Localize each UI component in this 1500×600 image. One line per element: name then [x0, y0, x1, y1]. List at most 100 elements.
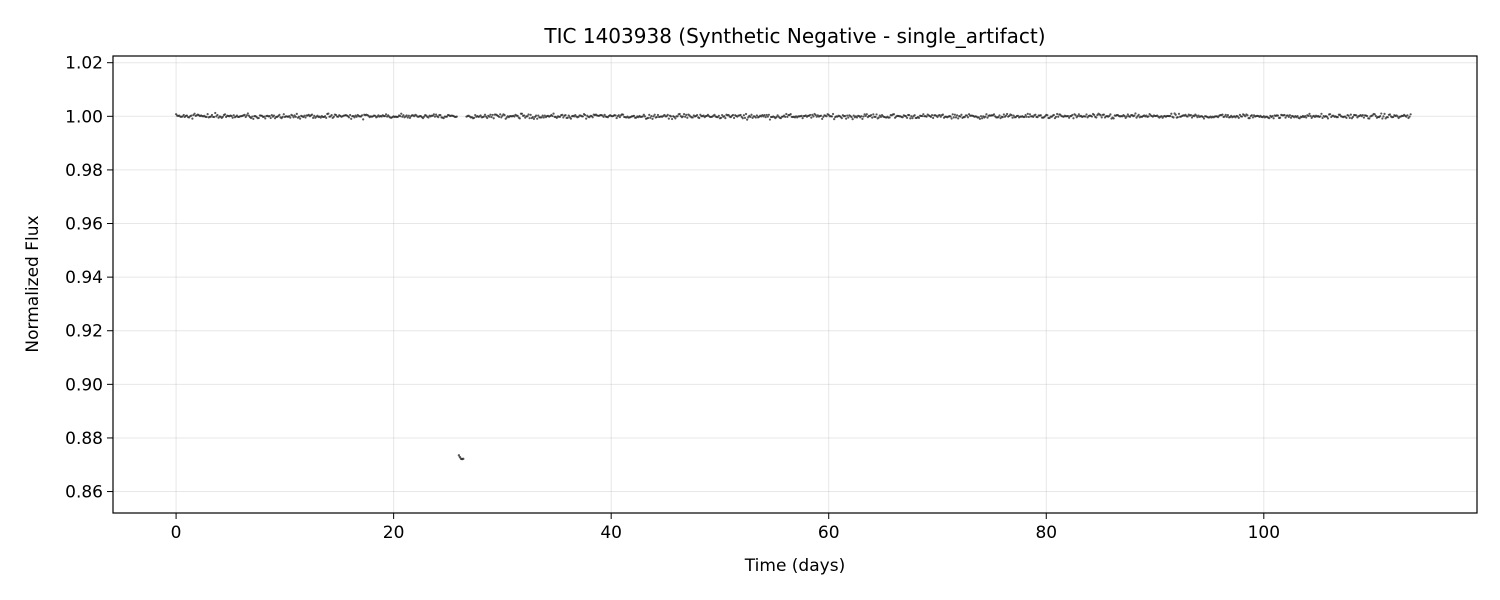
flux-point [874, 115, 877, 118]
flux-point [1329, 113, 1332, 116]
flux-point [535, 114, 538, 117]
flux-point [977, 116, 980, 119]
flux-point [432, 113, 435, 116]
flux-point [1036, 115, 1039, 119]
flux-point [251, 115, 254, 118]
flux-point [686, 116, 689, 119]
flux-point [801, 117, 804, 120]
flux-point [1289, 116, 1293, 119]
flux-point [951, 113, 954, 116]
flux-point [1240, 115, 1244, 118]
flux-point [312, 116, 315, 119]
flux-point [400, 112, 403, 115]
flux-point [1224, 113, 1227, 117]
flux-point [347, 116, 351, 119]
flux-point [850, 116, 853, 119]
flux-point [1244, 115, 1247, 118]
flux-point [765, 113, 768, 117]
flux-point [917, 116, 921, 119]
flux-point [655, 115, 658, 119]
flux-point [1032, 115, 1035, 118]
flux-point [1386, 116, 1389, 119]
y-tick-label: 0.86 [65, 483, 103, 503]
flux-point [739, 113, 742, 117]
flux-point [1345, 116, 1348, 120]
flux-point [433, 115, 437, 118]
flux-point [651, 117, 654, 120]
flux-point [518, 117, 521, 120]
flux-point [349, 113, 352, 117]
flux-point [291, 114, 294, 117]
flux-point [474, 113, 477, 117]
flux-point [784, 115, 787, 118]
flux-point [531, 116, 534, 119]
flux-point [408, 116, 412, 119]
flux-point [746, 118, 749, 121]
flux-point [384, 113, 388, 116]
flux-point [1201, 115, 1204, 119]
flux-point [529, 113, 532, 116]
flux-point [407, 114, 410, 117]
x-tick-label: 60 [818, 523, 840, 543]
flux-point [1072, 117, 1075, 120]
flux-point [561, 113, 564, 116]
flux-point [847, 116, 850, 119]
flux-point [1024, 113, 1027, 117]
flux-point [332, 115, 335, 118]
flux-point [1268, 117, 1271, 120]
flux-point [536, 117, 539, 120]
flux-point [1287, 115, 1290, 118]
flux-point [353, 116, 356, 119]
flux-point [552, 112, 555, 115]
flux-point [1077, 113, 1080, 116]
flux-point [304, 116, 307, 119]
flux-point [1296, 115, 1299, 118]
flux-point [1100, 116, 1103, 119]
flux-point [930, 114, 934, 117]
flux-point [327, 112, 330, 115]
flux-point [742, 114, 745, 117]
flux-point [1125, 115, 1128, 118]
flux-point [684, 115, 687, 118]
flux-point [1308, 112, 1311, 115]
flux-point [1195, 114, 1198, 117]
flux-point [541, 114, 544, 117]
flux-point [401, 115, 404, 118]
flux-point [666, 113, 669, 116]
y-axis-ticks: 0.86 0.88 0.90 0.92 0.94 0.96 0.98 1.00 1.02 [65, 54, 113, 503]
flux-point [231, 116, 234, 119]
flux-point [537, 114, 540, 117]
flux-point [473, 116, 476, 119]
flux-point [491, 113, 494, 117]
flux-point [1250, 114, 1253, 117]
flux-point [939, 115, 942, 118]
flux-point [437, 116, 440, 119]
flux-point [984, 115, 987, 118]
flux-point [1355, 114, 1358, 117]
flux-point [325, 116, 328, 120]
flux-point [979, 115, 983, 118]
flux-point [523, 114, 526, 117]
flux-point [185, 114, 189, 117]
flux-point [1068, 116, 1071, 119]
flux-point [383, 115, 387, 118]
flux-point [1237, 116, 1240, 119]
flux-point [622, 113, 625, 116]
flux-point [938, 113, 941, 117]
flux-point [313, 114, 316, 117]
flux-point [1298, 117, 1301, 120]
flux-point [1349, 113, 1352, 116]
flux-point [1326, 117, 1330, 120]
flux-point [724, 117, 727, 120]
flux-point [1085, 113, 1088, 116]
data-points [174, 111, 1412, 461]
flux-point [766, 115, 769, 118]
flux-point [350, 117, 353, 120]
flux-point [1320, 112, 1323, 115]
flux-point [811, 113, 814, 116]
flux-point [1392, 115, 1395, 119]
flux-point [763, 113, 766, 117]
flux-point [648, 113, 651, 116]
flux-point [905, 116, 909, 119]
